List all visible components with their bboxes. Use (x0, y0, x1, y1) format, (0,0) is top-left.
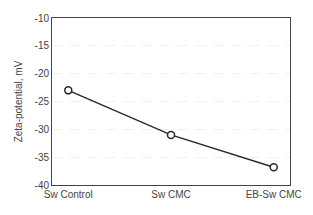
svg-text:-20: -20 (35, 68, 50, 79)
svg-text:Sw Control: Sw Control (44, 189, 93, 200)
svg-text:Zeta-potential, mV: Zeta-potential, mV (13, 60, 24, 142)
svg-text:EB-Sw CMC: EB-Sw CMC (246, 189, 302, 200)
svg-text:-10: -10 (35, 13, 50, 24)
svg-text:-25: -25 (35, 96, 50, 107)
svg-text:-40: -40 (35, 180, 50, 191)
svg-text:-35: -35 (35, 152, 50, 163)
svg-text:-15: -15 (35, 40, 50, 51)
svg-text:Sw CMC: Sw CMC (151, 189, 190, 200)
svg-text:-30: -30 (35, 124, 50, 135)
